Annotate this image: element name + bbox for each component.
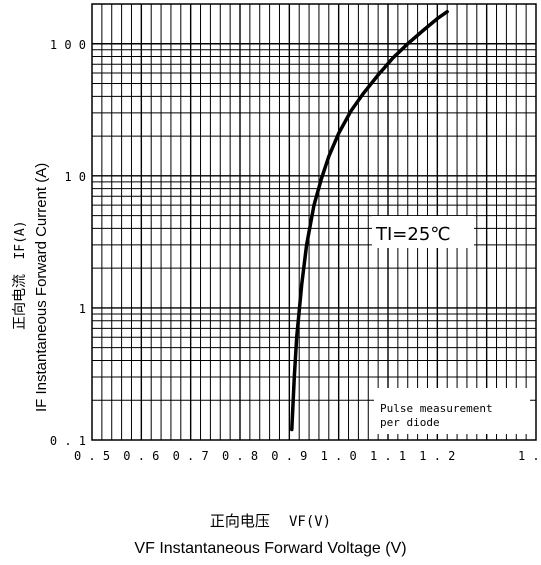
y-axis-label-cn: 正向电流 IF(A) xyxy=(12,220,28,330)
y-tick-label: 1 0 0 xyxy=(50,38,86,52)
forward-current-curve xyxy=(290,9,449,432)
note-line-1: Pulse measurement xyxy=(380,402,493,415)
x-tick-label: 0 . 9 xyxy=(271,449,307,463)
y-tick-label: 0 . 1 xyxy=(50,434,86,448)
y-axis-label-cn-symbol: IF(A) xyxy=(13,220,28,259)
x-tick-label: 1 . 0 xyxy=(321,449,357,463)
grid-lines xyxy=(92,4,536,440)
plot-frame xyxy=(91,3,537,441)
x-tick-label: 0 . 5 xyxy=(74,449,110,463)
x-axis-label-cn: 正向电压 VF(V) xyxy=(0,510,541,531)
note-line-2: per diode xyxy=(380,416,440,429)
y-tick-label: 1 0 xyxy=(64,170,86,184)
x-tick-label: 0 . 6 xyxy=(123,449,159,463)
x-tick-label: 0 . 8 xyxy=(222,449,258,463)
x-tick-label: 0 . 7 xyxy=(173,449,209,463)
annotation-box xyxy=(372,216,474,248)
note-box xyxy=(374,388,530,434)
x-axis-label-cn-symbol: VF(V) xyxy=(288,514,332,530)
tick-labels: 0 . 5 0 . 6 0 . 7 0 . 8 0 . 9 1 . 0 1 . 1 1 . 2… xyxy=(50,38,541,463)
temperature-annotation: TI=25℃ xyxy=(375,224,451,245)
x-tick-label: 1 . 2 xyxy=(419,449,455,463)
x-axis-label-en: VF Instantaneous Forward Voltage (V) xyxy=(134,540,407,557)
y-axis-label-cn-text: 正向电流 xyxy=(12,274,28,330)
y-axis-label-en: IF Instantaneous Forward Current (A) xyxy=(33,163,50,412)
x-tick-label: 1 . 1 xyxy=(370,449,406,463)
x-tick-label: 1 . 4 xyxy=(518,449,541,463)
x-axis-label-cn-text: 正向电压 xyxy=(209,512,270,530)
y-tick-label: 1 xyxy=(79,302,86,316)
